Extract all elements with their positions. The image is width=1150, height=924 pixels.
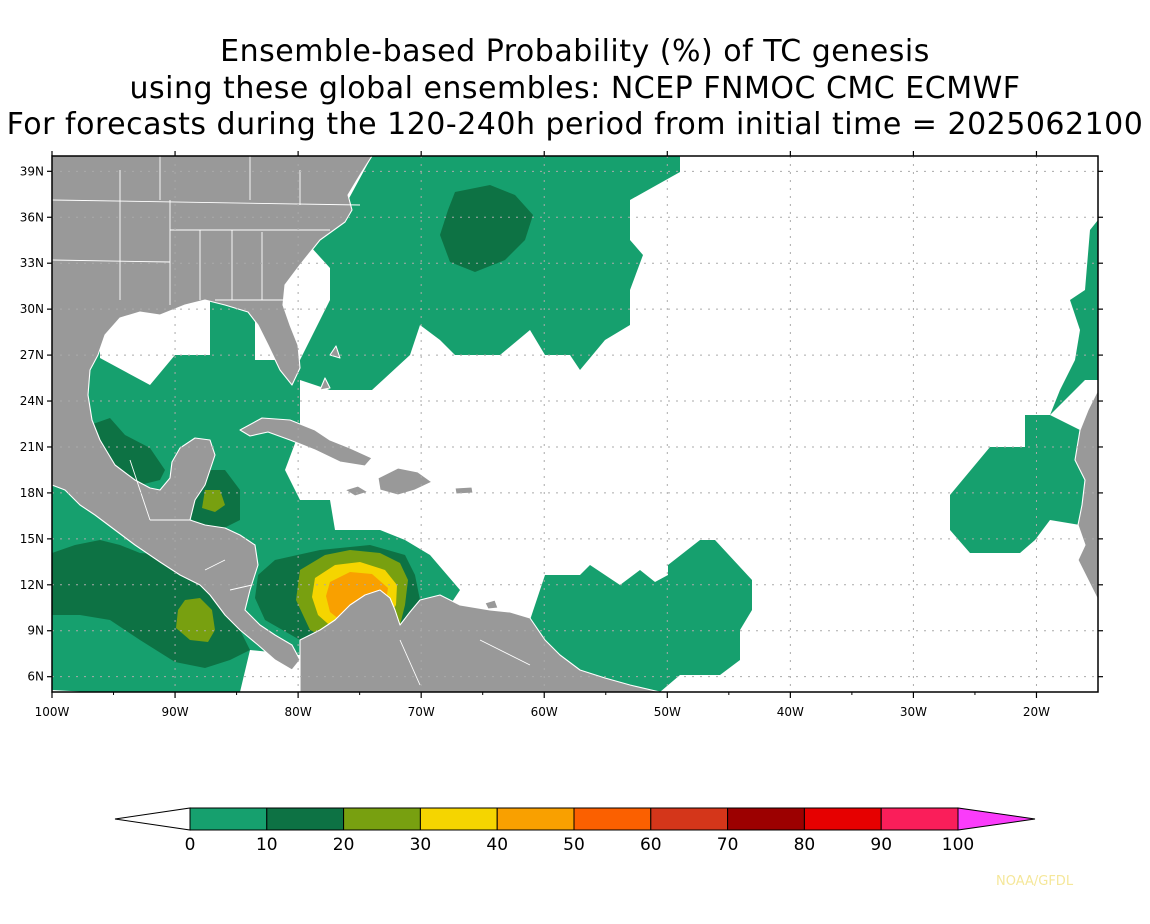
colorbar-label: 80 [794, 835, 816, 855]
land-masses [52, 156, 1098, 692]
lon-tick-label: 40W [777, 705, 804, 719]
colorbar-bin [266, 807, 345, 831]
lon-tick-label: 90W [161, 705, 188, 719]
lat-tick-label: 33N [20, 256, 44, 270]
probability-colorbar: 0 10 20 30 40 50 60 70 80 90 100 [114, 807, 1036, 855]
colorbar-label: 0 [185, 835, 196, 855]
map-title-line-1: Ensemble-based Probability (%) of TC gen… [220, 34, 930, 69]
map-frame [51, 155, 1099, 693]
map-axes: 100W 90W 80W 70W 60W 50W 40W 30W 20W 6N 9N 12N 15N 18… [20, 151, 1103, 719]
colorbar-label: 10 [256, 835, 278, 855]
lon-tick-label: 50W [654, 705, 681, 719]
colorbar-over-triangle [957, 807, 1036, 831]
colorbar-bin [727, 807, 805, 831]
lat-tick-label: 15N [20, 532, 44, 546]
colorbar-label: 90 [870, 835, 892, 855]
map-title-line-3: For forecasts during the 120-240h period… [6, 107, 1144, 142]
lon-tick-label: 80W [285, 705, 312, 719]
colorbar-label: 100 [942, 835, 974, 855]
colorbar-label: 60 [640, 835, 662, 855]
map-area [52, 156, 1098, 692]
colorbar-label: 50 [563, 835, 585, 855]
colorbar-bin [343, 807, 421, 831]
lat-tick-label: 24N [20, 394, 44, 408]
colorbar-bin [496, 807, 575, 831]
lon-tick-label: 20W [1023, 705, 1050, 719]
colorbar-label: 20 [333, 835, 355, 855]
credit-text: NOAA/GFDL [996, 874, 1074, 889]
lat-tick-label: 27N [20, 348, 44, 362]
lon-tick-label: 70W [408, 705, 435, 719]
colorbar-under-triangle [114, 807, 191, 831]
lat-tick-label: 21N [20, 440, 44, 454]
lat-tick-label: 18N [20, 486, 44, 500]
colorbar-bin [650, 807, 729, 831]
lon-tick-label: 30W [900, 705, 927, 719]
graticule-grid [52, 156, 1098, 692]
lat-tick-label: 6N [27, 670, 44, 684]
map-title-line-2: using these global ensembles: NCEP FNMOC… [129, 71, 1021, 106]
colorbar-bin [803, 807, 882, 831]
colorbar-bin [189, 807, 268, 831]
state-borders [52, 156, 531, 686]
lat-tick-label: 39N [20, 164, 44, 178]
lat-tick-label: 36N [20, 210, 44, 224]
colorbar-label: 40 [486, 835, 508, 855]
lon-tick-label: 60W [531, 705, 558, 719]
colorbar-label: 70 [717, 835, 739, 855]
colorbar-label: 30 [410, 835, 432, 855]
colorbar-bin [880, 807, 959, 831]
lat-tick-label: 30N [20, 302, 44, 316]
lon-tick-label: 100W [35, 705, 70, 719]
lat-tick-label: 12N [20, 578, 44, 592]
colorbar-bin [419, 807, 498, 831]
colorbar-bin [573, 807, 652, 831]
lat-tick-label: 9N [27, 624, 44, 638]
